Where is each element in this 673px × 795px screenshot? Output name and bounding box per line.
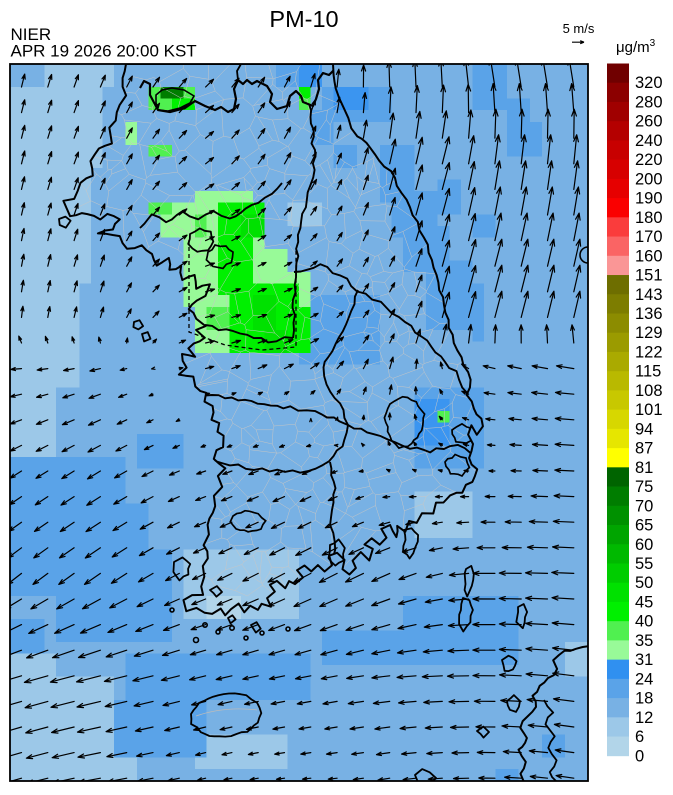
svg-text:129: 129 xyxy=(635,324,663,342)
svg-text:12: 12 xyxy=(635,709,653,727)
svg-text:31: 31 xyxy=(635,651,653,669)
svg-text:35: 35 xyxy=(635,632,653,650)
svg-text:5 m/s: 5 m/s xyxy=(563,21,595,36)
svg-text:260: 260 xyxy=(635,113,663,131)
svg-text:136: 136 xyxy=(635,305,663,323)
svg-text:75: 75 xyxy=(635,478,653,496)
svg-text:μg/m3: μg/m3 xyxy=(616,38,656,56)
svg-text:108: 108 xyxy=(635,382,663,400)
svg-text:18: 18 xyxy=(635,690,653,708)
svg-text:65: 65 xyxy=(635,517,653,535)
svg-text:45: 45 xyxy=(635,593,653,611)
svg-text:115: 115 xyxy=(635,363,661,381)
svg-text:151: 151 xyxy=(635,267,663,285)
svg-text:170: 170 xyxy=(635,228,663,246)
svg-text:143: 143 xyxy=(635,286,663,304)
svg-text:122: 122 xyxy=(635,343,663,361)
svg-text:55: 55 xyxy=(635,555,653,573)
svg-text:NIER: NIER xyxy=(11,25,52,44)
svg-text:81: 81 xyxy=(635,459,653,477)
svg-text:70: 70 xyxy=(635,497,653,515)
svg-text:190: 190 xyxy=(635,190,663,208)
svg-text:180: 180 xyxy=(635,209,663,227)
svg-text:60: 60 xyxy=(635,536,653,554)
svg-text:24: 24 xyxy=(635,670,653,688)
svg-text:87: 87 xyxy=(635,440,653,458)
svg-text:280: 280 xyxy=(635,94,663,112)
svg-text:220: 220 xyxy=(635,151,663,169)
svg-text:APR 19 2026 20:00 KST: APR 19 2026 20:00 KST xyxy=(11,42,197,61)
svg-text:320: 320 xyxy=(635,74,663,92)
svg-text:40: 40 xyxy=(635,613,653,631)
svg-text:101: 101 xyxy=(635,401,663,419)
svg-text:94: 94 xyxy=(635,420,653,438)
svg-text:50: 50 xyxy=(635,574,653,592)
svg-text:160: 160 xyxy=(635,247,663,265)
svg-text:PM-10: PM-10 xyxy=(269,6,338,32)
svg-text:240: 240 xyxy=(635,132,663,150)
svg-text:6: 6 xyxy=(635,728,644,746)
svg-text:200: 200 xyxy=(635,170,663,188)
svg-text:0: 0 xyxy=(635,747,644,765)
